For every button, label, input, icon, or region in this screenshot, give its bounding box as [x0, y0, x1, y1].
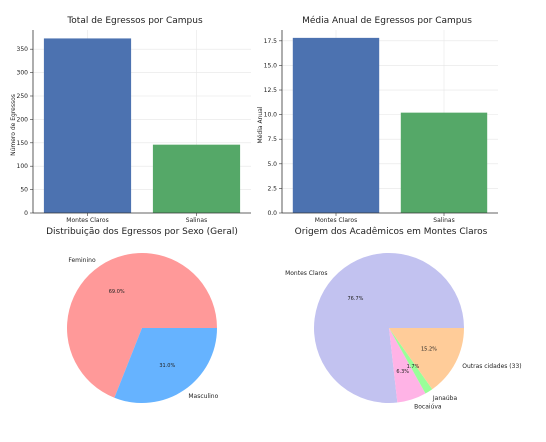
chart2-ytick-label: 10.0: [264, 112, 278, 119]
chart1-bars: [43, 38, 241, 213]
chart1-ytick-label: 200: [17, 116, 29, 123]
chart2-ytick-label: 5.0: [267, 161, 277, 168]
chart4-pct-label: 76.7%: [348, 296, 364, 302]
chart1-axes: [32, 30, 251, 214]
chart4-label-bocai-va: Bocaiúva: [414, 404, 442, 411]
chart1-ytick-label: 300: [17, 70, 29, 77]
chart1-ytick-label: 150: [17, 140, 29, 147]
chart2-ytick-label: 0.0: [267, 210, 277, 217]
pie-chart-sexo: Distribuição dos Egressos por Sexo (Gera…: [46, 227, 238, 403]
chart4-pct-label: 1.7%: [407, 364, 420, 370]
chart4-labels: 76.7% Montes Claros 6.3% Bocaiúva 1.7% Janaúb…: [285, 270, 522, 411]
chart4-pct-label: 15.2%: [421, 347, 437, 353]
chart1-bar-montes-claros: [43, 38, 132, 213]
chart3-slice-masculino: [114, 328, 217, 403]
chart4-label-outras-cidades-33: Outras cidades (33): [462, 363, 521, 370]
chart1-xtick-label: Montes Claros: [66, 217, 108, 224]
chart2-yticks: 0.0 2.5 5.0 7.5 10.0 12.5 15.0 17.5: [264, 38, 282, 217]
chart2-title: Média Anual de Egressos por Campus: [302, 15, 472, 26]
chart4-slice-outras-cidades-33: [389, 328, 464, 390]
chart2-xtick-label: Salinas: [433, 217, 454, 224]
chart1-bar-salinas: [152, 144, 241, 213]
chart1-ytick-label: 250: [17, 93, 29, 100]
chart4-label-montes-claros: Montes Claros: [285, 270, 327, 277]
chart2-axes: [281, 30, 498, 214]
chart3-pct-label: 69.0%: [109, 289, 125, 295]
chart2-bars: [292, 37, 488, 213]
chart4-slice-bocai-va: [389, 328, 426, 403]
chart4-slice-jana-ba: [389, 328, 433, 394]
chart1-xtick-label: Salinas: [186, 217, 207, 224]
chart2-bar-salinas: [400, 112, 488, 213]
chart2-ytick-label: 17.5: [264, 38, 278, 45]
chart1-xticks: Montes Claros Salinas: [66, 213, 207, 224]
chart1-ytick-label: 350: [17, 46, 29, 53]
pie-chart-origem: Origem dos Acadêmicos em Montes Claros 7…: [285, 226, 522, 411]
chart1-ytick-label: 50: [20, 187, 28, 194]
chart2-ylabel: Média Anual: [257, 106, 264, 143]
chart3-pct-label: 31.0%: [159, 363, 175, 369]
chart2-ytick-label: 2.5: [267, 185, 277, 192]
chart4-slices: [314, 253, 464, 403]
chart3-slices: [67, 253, 217, 403]
chart1-ytick-label: 100: [17, 163, 29, 170]
chart2-ytick-label: 15.0: [264, 62, 278, 69]
chart3-label-masculino: Masculino: [188, 393, 218, 400]
chart2-xticks: Montes Claros Salinas: [315, 213, 455, 224]
chart4-label-jana-ba: Janaúba: [432, 395, 458, 402]
bar-chart-media: Média Anual de Egressos por Campus Média…: [257, 15, 498, 224]
chart3-slice-feminino: [67, 253, 217, 398]
chart1-yticks: 0 50 100 150 200 250 300 350: [17, 46, 33, 217]
chart2-bar-montes-claros: [292, 37, 380, 213]
chart1-ytick-label: 0: [24, 210, 28, 217]
chart3-label-feminino: Feminino: [68, 257, 96, 264]
chart1-ylabel: Número de Egressos: [10, 94, 17, 156]
chart2-ytick-label: 7.5: [267, 136, 277, 143]
bar-chart-total: Total de Egressos por Campus Número de E…: [10, 16, 251, 224]
chart4-pct-label: 6.3%: [396, 369, 409, 375]
chart3-title: Distribuição dos Egressos por Sexo (Gera…: [46, 227, 238, 237]
chart1-title: Total de Egressos por Campus: [66, 16, 203, 26]
chart4-title: Origem dos Acadêmicos em Montes Claros: [295, 226, 488, 237]
chart3-labels: 69.0% Feminino 31.0% Masculino: [68, 257, 218, 400]
chart2-xtick-label: Montes Claros: [315, 217, 357, 224]
chart2-ytick-label: 12.5: [264, 87, 278, 94]
